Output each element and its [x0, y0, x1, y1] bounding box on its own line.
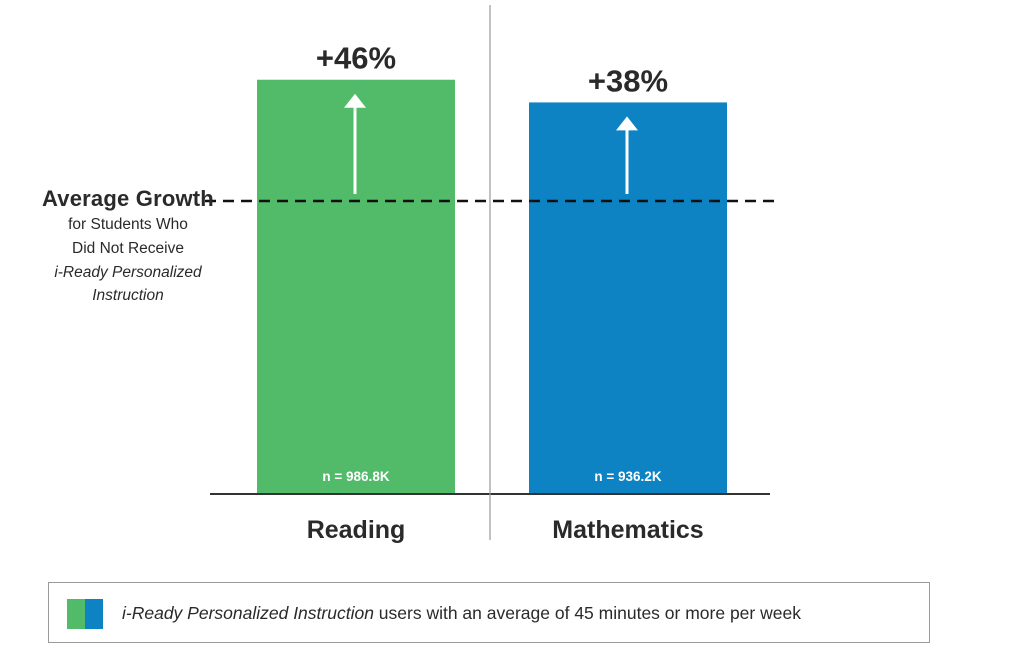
legend-label-italic: i-Ready Personalized Instruction [122, 603, 374, 623]
legend-swatch-green [67, 599, 85, 629]
value-label-reading: +46% [316, 41, 396, 76]
labels-layer: +46% n = 986.8K Reading +38% n = 936.2K Mathe… [307, 41, 704, 544]
growth-arrow-head [344, 93, 366, 108]
n-label-reading: n = 986.8K [322, 469, 389, 484]
average-growth-subtitle-4: Instruction [92, 287, 164, 304]
average-growth-label: Average Growth for Students Who Did Not … [30, 186, 226, 306]
category-label-reading: Reading [307, 516, 406, 544]
marks-layer [205, 5, 775, 540]
average-growth-title: Average Growth [42, 186, 214, 211]
chart-legend: i-Ready Personalized Instruction users w… [48, 582, 930, 643]
growth-arrow-head [616, 116, 638, 131]
n-label-mathematics: n = 936.2K [594, 469, 661, 484]
category-label-mathematics: Mathematics [552, 516, 703, 544]
bars-layer [257, 79, 727, 495]
average-growth-subtitle-2: Did Not Receive [72, 240, 184, 257]
legend-label-rest: users with an average of 45 minutes or m… [373, 603, 801, 623]
legend-label: i-Ready Personalized Instruction users w… [122, 603, 801, 624]
legend-swatch [67, 599, 103, 629]
average-growth-subtitle-3: i-Ready Personalized [54, 264, 202, 281]
legend-swatch-blue [85, 599, 103, 629]
value-label-mathematics: +38% [588, 63, 668, 98]
average-growth-subtitle-1: for Students Who [68, 216, 188, 233]
